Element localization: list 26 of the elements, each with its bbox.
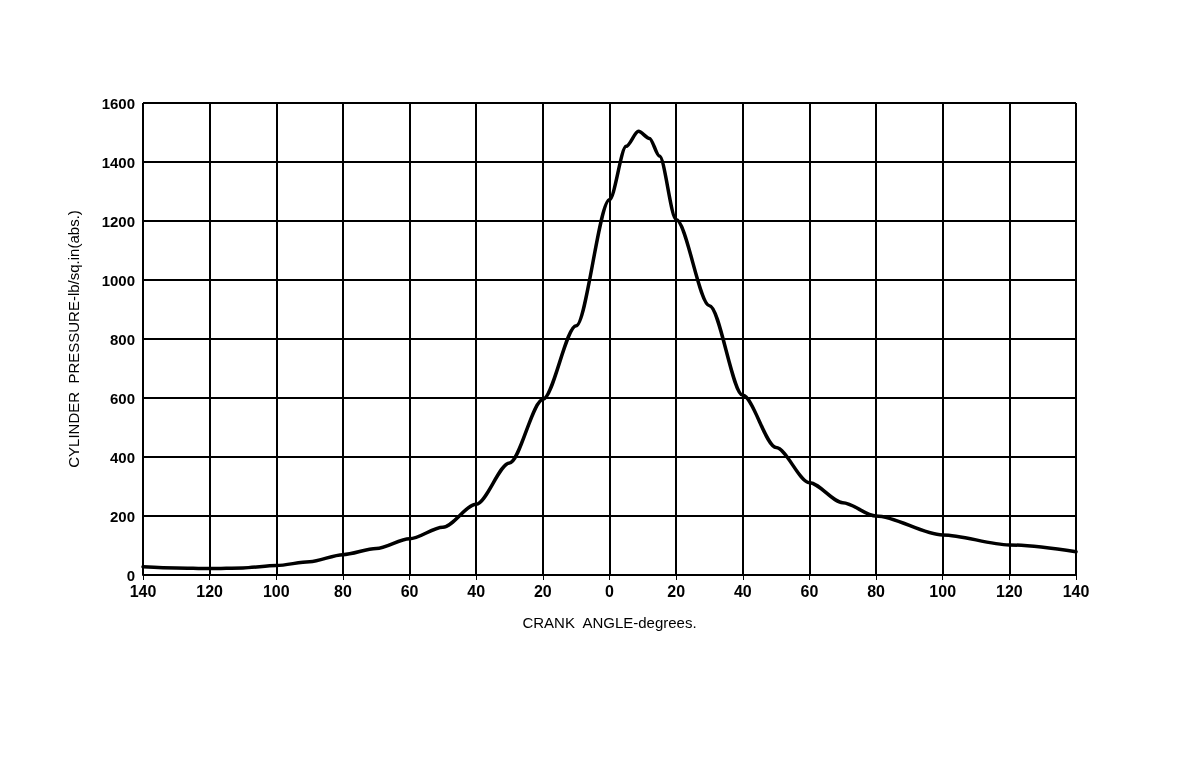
y-tick-label: 1200 xyxy=(101,212,135,230)
x-tick-label: 140 xyxy=(129,582,157,600)
y-tick-label: 800 xyxy=(109,330,135,348)
x-tick-label: 100 xyxy=(262,582,290,600)
x-tick-label: 20 xyxy=(533,582,552,600)
x-tick-label: 40 xyxy=(733,582,752,600)
x-tick-label: 120 xyxy=(196,582,224,600)
x-tick-label: 60 xyxy=(800,582,819,600)
y-tick-label: 200 xyxy=(109,507,135,525)
x-tick-label: 120 xyxy=(996,582,1023,600)
x-axis-title: CRANK ANGLE-degrees. xyxy=(522,614,697,631)
y-tick-label: 400 xyxy=(109,448,135,466)
x-tick-label: 20 xyxy=(667,582,686,600)
x-tick-label: 80 xyxy=(334,582,352,600)
y-tick-label: 1600 xyxy=(101,94,135,112)
y-axis-title: CYLINDER PRESSURE-lb/sq.in(abs.) xyxy=(65,210,82,468)
x-tick-label: 60 xyxy=(400,582,419,600)
y-tick-label: 600 xyxy=(109,389,135,407)
y-tick-label: 1400 xyxy=(101,153,135,171)
y-tick-label: 0 xyxy=(126,566,135,584)
x-tick-label: 140 xyxy=(1062,582,1090,600)
y-tick-label: 1000 xyxy=(101,271,135,289)
x-tick-label: 40 xyxy=(467,582,486,600)
x-tick-label: 0 xyxy=(605,582,615,600)
x-tick-label: 80 xyxy=(867,582,886,600)
x-tick-label: 100 xyxy=(929,582,957,600)
